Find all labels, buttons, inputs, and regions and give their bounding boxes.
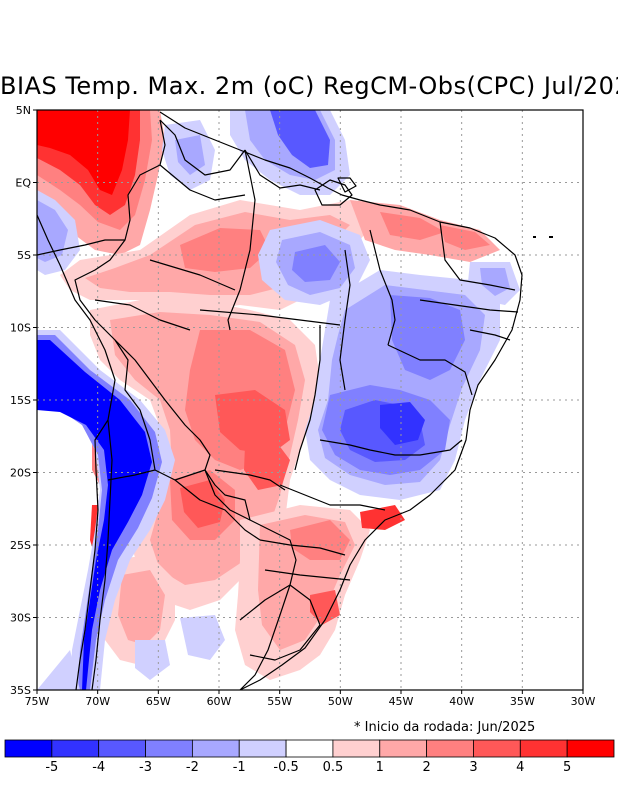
colorbar-swatch [379,739,428,758]
border-venezuela-guyana [159,119,246,176]
colorbar-label: 2 [422,760,430,775]
marajo-island [314,179,353,206]
border-state-pr [259,539,346,556]
lon-tick-label: 40W [449,695,474,708]
colorbar-swatch [4,739,53,758]
lon-tick-label: 55W [267,695,292,708]
lon-tick-label: 35W [510,695,535,708]
colorbar-swatch [191,739,240,758]
border-uruguay [239,584,321,661]
colorbar-swatch [519,739,568,758]
border-state-ma-pi [369,229,396,346]
lat-tick-label: 5N [16,104,31,117]
colorbar-swatch [285,739,334,758]
offshore-islands [533,236,553,238]
coastline-atlantic [159,111,523,690]
border-brazil [74,119,297,690]
border-state-rr [159,164,246,201]
border-state-to [339,249,351,391]
border-colombia-peru [37,239,125,256]
grid-lines [37,110,583,690]
lat-tick-label: 35S [10,684,31,697]
lat-tick-label: 20S [10,467,31,480]
lon-tick-label: 50W [328,695,353,708]
lat-tick-label: 25S [10,539,31,552]
colorbar [4,739,615,758]
border-argentina-chile [91,419,113,690]
colorbar-swatch [473,739,521,758]
coastline-pacific [37,214,116,690]
longitude-axis: 75W 70W 65W 60W 55W 50W 45W 40W 35W 30W [25,690,596,708]
cold-anomaly-para [258,220,370,305]
colorbar-label: 4 [516,760,524,775]
colorbar-label: -4 [92,760,105,775]
colorbar-labels: -5 -4 -3 -2 -1 -0.5 0.5 1 2 3 4 5 [45,760,571,775]
border-state-mt [199,309,341,326]
border-state-am-ro [149,259,236,291]
border-state-ba [387,344,473,396]
colorbar-swatch [51,739,100,758]
lat-tick-label: 5S [17,249,31,262]
colorbar-label: -2 [186,760,199,775]
colorbar-label: -1 [233,760,246,775]
colorbar-label: 3 [469,760,477,775]
colorbar-swatch [98,739,146,758]
border-state-pe [419,299,519,313]
warm-anomaly-northeast [350,200,500,262]
border-state-ce-rn [439,221,516,291]
political-borders [37,111,523,690]
lat-tick-label: EQ [15,177,31,190]
lon-tick-label: 65W [146,695,171,708]
border-state-ro-ac [94,299,191,331]
lon-tick-label: 45W [389,695,414,708]
lon-tick-label: 70W [85,695,110,708]
colorbar-swatch [332,739,381,758]
lon-tick-label: 60W [207,695,232,708]
border-state-sc [264,569,351,581]
border-argentina-bolivia [107,469,156,481]
colorbar-swatch [566,739,615,758]
lat-tick-label: 30S [10,612,31,625]
cold-anomaly-ne-coast [468,262,520,305]
colorbar-swatch [238,739,287,758]
map-title: BIAS Temp. Max. 2m (oC) RegCM-Obs(CPC) J… [0,72,618,100]
border-bolivia-paraguay [154,469,251,521]
border-state-al-se [469,329,511,341]
warm-anomaly-south [235,505,405,680]
border-peru-bolivia [114,339,156,471]
colorbar-swatch [426,739,474,758]
border-state-am-pa [227,149,256,331]
cold-anomaly-west-amazon [37,190,80,275]
colorbar-label: -3 [139,760,152,775]
border-state-sp [279,484,386,511]
lat-tick-label: 10S [10,322,31,335]
colorbar-swatch [145,739,193,758]
border-argentina-paraguay [174,479,261,541]
footnote: * Inicio da rodada: Jun/2025 [354,720,536,735]
cold-anomaly-andes [37,330,175,690]
lon-tick-label: 30W [571,695,596,708]
colorbar-label: 5 [563,760,571,775]
colorbar-label: 1 [376,760,384,775]
marajo-islets [337,177,357,193]
latitude-axis: 5N EQ 5S 10S 15S 20S 25S 30S 35S [10,104,37,697]
lon-tick-label: 75W [25,695,50,708]
colorbar-label: -0.5 [273,760,298,775]
warm-anomaly-northwest [37,110,165,255]
border-state-mt-go [294,325,321,471]
colorbar-label: 0.5 [323,760,344,775]
border-state-mg [319,439,463,456]
border-guianas [244,149,321,191]
border-state-ms [214,469,286,491]
lat-tick-label: 15S [10,394,31,407]
colorbar-label: -5 [45,760,58,775]
cold-anomaly-south [37,615,225,690]
